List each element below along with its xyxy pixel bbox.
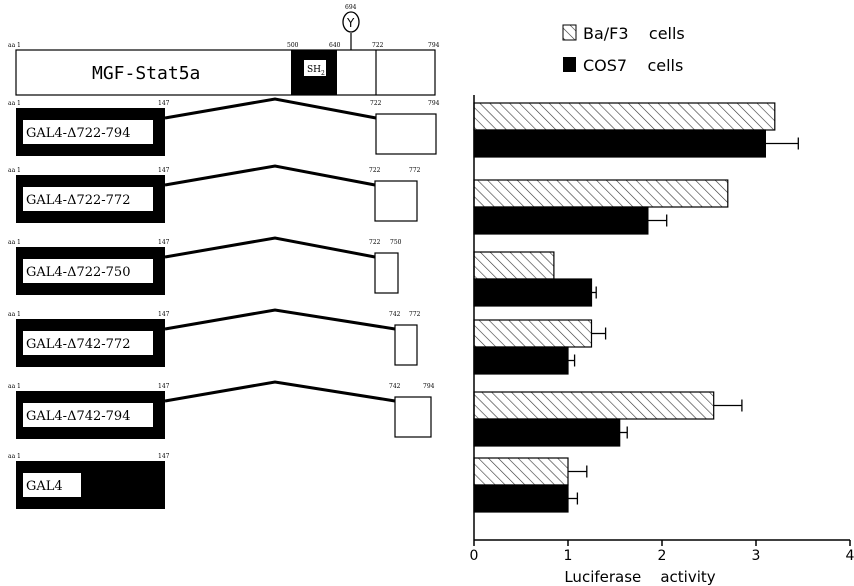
bar-cos7 <box>473 346 569 375</box>
protein-name: MGF-Stat5a <box>92 63 200 84</box>
construct-pos-end-tail: 750 <box>390 239 402 246</box>
construct-pos-start-tail: 742 <box>389 383 401 390</box>
construct-label: GAL4-Δ722-772 <box>26 193 130 208</box>
legend-label-baf3: Ba/F3 cells <box>583 24 685 43</box>
c-terminal-segment <box>375 113 437 155</box>
construct-label: GAL4-Δ742-794 <box>26 409 130 424</box>
bar-baf3 <box>473 319 593 348</box>
legend-swatch-cos7 <box>563 57 576 72</box>
c-terminal-segment <box>394 396 432 438</box>
x-tick-label: 2 <box>658 548 667 564</box>
protein-pos-500: 500 <box>287 42 299 49</box>
bar-group-1 <box>473 102 799 158</box>
legend-label-cos7: COS7 cells <box>583 56 683 75</box>
construct-1: GAL4-Δ722-794 aa 1 147 722 794 <box>8 97 440 156</box>
protein-pos-722: 722 <box>372 42 384 49</box>
sh2-label: SH <box>307 65 321 75</box>
protein-pos-640: 640 <box>329 42 341 49</box>
construct-label: GAL4 <box>26 479 63 494</box>
x-tick-label: 4 <box>846 548 854 564</box>
construct-pos-147: 147 <box>158 383 170 390</box>
construct-2: GAL4-Δ722-772 aa 1 147 722 772 <box>8 164 421 223</box>
bar-baf3 <box>473 457 569 486</box>
bar-group-4 <box>473 319 607 375</box>
bar-cos7 <box>473 129 766 158</box>
construct-4: GAL4-Δ742-772 aa 1 147 742 772 <box>8 308 421 367</box>
tyrosine-label: Y <box>346 16 355 30</box>
tyrosine-position: 694 <box>345 4 357 11</box>
bar-cos7 <box>473 278 593 307</box>
construct-pos-start: aa 1 <box>8 453 21 460</box>
construct-pos-147: 147 <box>158 167 170 174</box>
c-terminal-segment <box>394 324 418 366</box>
full-length-protein: SH 2 MGF-Stat5a Y 694 aa 1 500 640 722 7… <box>8 4 440 96</box>
x-tick-label: 3 <box>752 548 761 564</box>
bar-baf3 <box>473 102 776 131</box>
construct-pos-147: 147 <box>158 453 170 460</box>
construct-pos-147: 147 <box>158 311 170 318</box>
construct-pos-start: aa 1 <box>8 383 21 390</box>
construct-label: GAL4-Δ742-772 <box>26 337 130 352</box>
construct-pos-start-tail: 742 <box>389 311 401 318</box>
bar-group-6 <box>473 457 588 513</box>
protein-pos-start: aa 1 <box>8 42 21 49</box>
x-tick-label: 0 <box>470 548 479 564</box>
construct-pos-end-tail: 772 <box>409 167 421 174</box>
construct-pos-end-tail: 794 <box>428 100 440 107</box>
construct-pos-start-tail: 722 <box>370 100 382 107</box>
gal4-label-bg <box>23 473 81 497</box>
construct-pos-start: aa 1 <box>8 311 21 318</box>
bar-group-2 <box>473 179 729 235</box>
tyrosine-marker <box>342 11 360 33</box>
construct-6: GAL4 aa 1 147 <box>8 453 170 509</box>
deletion-connector <box>164 97 377 120</box>
bar-chart: 0 1 2 3 4 <box>470 95 854 564</box>
construct-pos-start: aa 1 <box>8 239 21 246</box>
bar-baf3 <box>473 179 729 208</box>
deletion-connector <box>164 236 376 259</box>
construct-pos-start: aa 1 <box>8 167 21 174</box>
protein-pos-794: 794 <box>428 42 440 49</box>
x-tick-label: 1 <box>564 548 573 564</box>
c-terminal-segment <box>374 180 418 222</box>
construct-label: GAL4-Δ722-750 <box>26 265 130 280</box>
bar-cos7 <box>473 418 621 447</box>
construct-pos-147: 147 <box>158 100 170 107</box>
gal4-label-bg <box>23 403 153 427</box>
bar-baf3 <box>473 251 555 280</box>
construct-5: GAL4-Δ742-794 aa 1 147 742 794 <box>8 380 435 439</box>
bar-group-3 <box>473 251 597 307</box>
legend-swatch-baf3 <box>562 24 577 41</box>
construct-pos-start: aa 1 <box>8 100 21 107</box>
deletion-connector <box>164 380 396 403</box>
construct-label: GAL4-Δ722-794 <box>26 126 130 141</box>
sh2-subscript: 2 <box>321 70 325 77</box>
gal4-label-bg <box>23 259 153 283</box>
bar-baf3 <box>473 391 715 420</box>
legend: Ba/F3 cells COS7 cells <box>562 24 685 75</box>
protein-diagram: SH 2 MGF-Stat5a Y 694 aa 1 500 640 722 7… <box>8 4 440 509</box>
deletion-connector <box>164 164 376 187</box>
x-axis-label: Luciferase activity <box>564 568 715 586</box>
gal4-label-bg <box>23 187 153 211</box>
construct-pos-end-tail: 794 <box>423 383 435 390</box>
construct-pos-end-tail: 772 <box>409 311 421 318</box>
gal4-label-bg <box>23 120 153 144</box>
bar-group-5 <box>473 391 743 447</box>
construct-pos-start-tail: 722 <box>369 239 381 246</box>
bar-cos7 <box>473 484 569 513</box>
construct-pos-start-tail: 722 <box>369 167 381 174</box>
bar-cos7 <box>473 206 649 235</box>
construct-pos-147: 147 <box>158 239 170 246</box>
c-terminal-segment <box>374 252 399 294</box>
construct-list: GAL4-Δ722-794 aa 1 147 722 794 GAL4-Δ722-772 a… <box>8 97 440 509</box>
construct-3: GAL4-Δ722-750 aa 1 147 722 750 <box>8 236 402 295</box>
gal4-label-bg <box>23 331 153 355</box>
deletion-connector <box>164 308 396 331</box>
